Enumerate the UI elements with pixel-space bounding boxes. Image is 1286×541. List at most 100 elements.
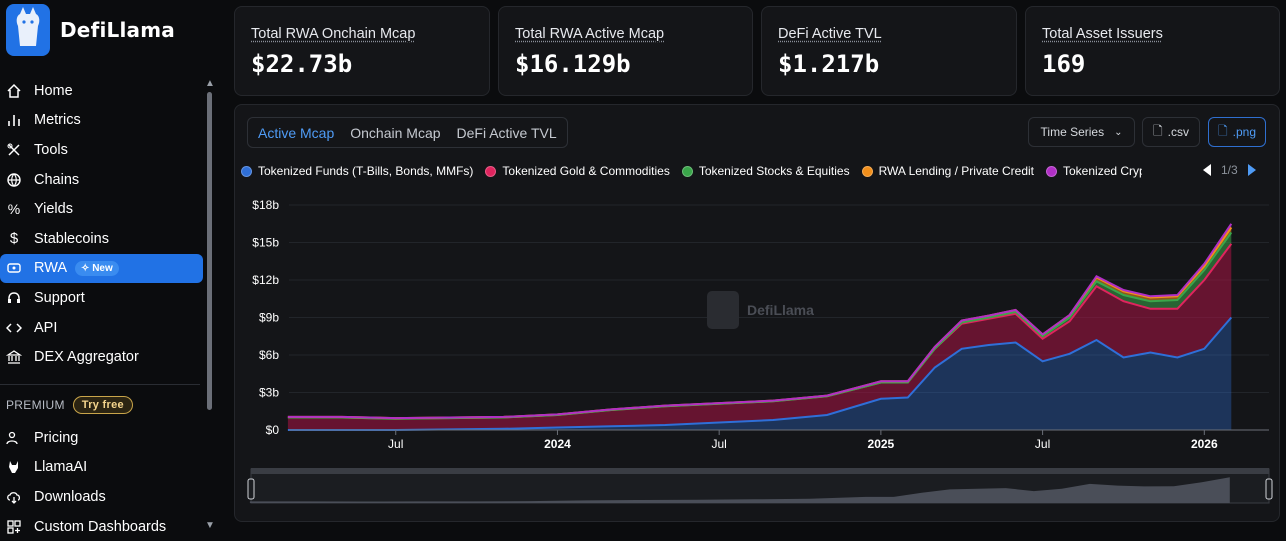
sidebar-item-label: Stablecoins — [34, 230, 109, 247]
users-icon — [6, 430, 22, 446]
x-tick-label: Jul — [711, 437, 726, 451]
sidebar-item-downloads[interactable]: Downloads — [0, 482, 203, 512]
series-line — [287, 243, 1233, 420]
legend-label: Tokenized Gold & Commodities — [502, 164, 670, 178]
sidebar-item-rwa[interactable]: RWA ✧ New — [0, 253, 203, 284]
sidebar-item-chains[interactable]: Chains — [0, 165, 203, 195]
x-tick-label: 2025 — [868, 437, 895, 451]
stat-card-asset-issuers: Total Asset Issuers 169 — [1025, 6, 1280, 96]
series-area — [287, 227, 1232, 419]
x-tick-label: 2026 — [1191, 437, 1218, 451]
new-badge-label: New — [92, 262, 113, 274]
series-area — [287, 243, 1232, 430]
try-free-button[interactable]: Try free — [72, 395, 133, 414]
sidebar-item-pricing[interactable]: Pricing — [0, 423, 203, 453]
sidebar-item-label: Home — [34, 82, 73, 99]
stat-card-active-mcap: Total RWA Active Mcap $16.129b — [498, 6, 753, 96]
sidebar-item-api[interactable]: API — [0, 313, 203, 343]
legend-item-crypto[interactable]: Tokenized Crypto — [1046, 164, 1142, 178]
home-icon — [6, 83, 22, 99]
watermark-logo-icon — [707, 291, 739, 329]
divider — [0, 383, 200, 385]
series-line — [287, 316, 1233, 431]
code-icon — [6, 320, 22, 336]
legend-item-stocks[interactable]: Tokenized Stocks & Equities — [681, 164, 850, 178]
stat-label[interactable]: Total RWA Active Mcap — [515, 26, 665, 42]
stat-label[interactable]: Total RWA Onchain Mcap — [251, 26, 416, 42]
y-tick-label: $12b — [252, 273, 279, 287]
dashboard-icon — [6, 519, 22, 535]
chart-panel: Active Mcap Onchain Mcap DeFi Active TVL… — [234, 104, 1280, 522]
png-download-button[interactable]: 🗋 .png — [1208, 117, 1266, 147]
tab-onchain-mcap[interactable]: Onchain Mcap — [350, 124, 441, 141]
png-button-label: .png — [1232, 125, 1256, 139]
watermark: DefiLlama — [707, 291, 814, 329]
zoom-slider[interactable] — [247, 468, 1273, 504]
chart-tabs: Active Mcap Onchain Mcap DeFi Active TVL — [247, 117, 568, 148]
legend-prev-icon[interactable] — [1203, 164, 1211, 176]
zoom-handle-right[interactable] — [1265, 478, 1273, 500]
watermark-text: DefiLlama — [747, 302, 814, 318]
legend-dot — [681, 165, 693, 177]
tab-defi-active-tvl[interactable]: DeFi Active TVL — [456, 124, 557, 141]
headset-icon — [6, 290, 22, 306]
y-tick-label: $15b — [252, 236, 279, 250]
stat-label[interactable]: DeFi Active TVL — [778, 26, 882, 42]
legend-label: RWA Lending / Private Credit — [878, 164, 1034, 178]
sidebar-item-support[interactable]: Support — [0, 283, 203, 313]
time-series-select[interactable]: Time Series ⌄ — [1028, 117, 1135, 147]
legend-next-icon[interactable] — [1247, 164, 1256, 176]
logo[interactable]: DefiLlama — [6, 4, 175, 56]
stat-value: $1.217b — [778, 50, 880, 78]
sidebar: DefiLlama ▲ ▼ Home Metrics Tools Chains … — [0, 0, 222, 535]
sidebar-scrollbar[interactable] — [207, 92, 212, 410]
x-tick-label: Jul — [1035, 437, 1050, 451]
series-line — [287, 231, 1233, 420]
zoom-handle-left[interactable] — [247, 478, 255, 500]
sidebar-item-label: LlamaAI — [34, 459, 88, 476]
legend-dot — [241, 165, 252, 177]
sidebar-item-llamaai[interactable]: LlamaAI — [0, 453, 203, 483]
zoom-drag-bar[interactable] — [251, 468, 1269, 474]
sidebar-item-dex-aggregator[interactable]: DEX Aggregator — [0, 342, 203, 372]
stat-label[interactable]: Total Asset Issuers — [1042, 26, 1163, 42]
chevron-down-icon: ⌄ — [1114, 126, 1123, 138]
sidebar-item-label: Chains — [34, 171, 80, 188]
tab-active-mcap[interactable]: Active Mcap — [258, 124, 335, 141]
tools-icon — [6, 142, 22, 158]
scroll-down-icon[interactable]: ▼ — [205, 520, 215, 531]
y-tick-label: $18b — [252, 198, 279, 212]
x-axis: Jul 2024 Jul 2025 Jul 2026 — [289, 429, 1269, 451]
series-area — [287, 317, 1232, 430]
sidebar-item-custom-dashboards[interactable]: Custom Dashboards — [0, 512, 203, 541]
stat-value: 169 — [1042, 50, 1086, 78]
premium-section-header: PREMIUM Try free — [0, 393, 208, 417]
y-grid — [289, 204, 1269, 431]
llama-icon — [6, 459, 22, 475]
cloud-download-icon — [6, 489, 22, 505]
y-tick-label: $0 — [266, 423, 280, 437]
csv-download-button[interactable]: 🗋 .csv — [1142, 117, 1200, 147]
legend-label: Tokenized Funds (T-Bills, Bonds, MMFs) — [258, 164, 474, 178]
sidebar-item-label: Metrics — [34, 112, 81, 129]
sidebar-nav: Home Metrics Tools Chains % Yields $ Sta… — [0, 76, 208, 541]
sidebar-item-home[interactable]: Home — [0, 76, 203, 106]
legend-item-gold[interactable]: Tokenized Gold & Commodities — [485, 164, 670, 178]
legend-label: Tokenized Crypto — [1063, 164, 1142, 178]
legend-pager: 1/3 — [1203, 163, 1256, 177]
chart-areas — [287, 223, 1233, 431]
image-file-icon: 🗋 — [1217, 123, 1228, 138]
x-tick-label: 2024 — [544, 437, 571, 451]
stat-value: $16.129b — [515, 50, 631, 78]
scroll-up-icon[interactable]: ▲ — [205, 78, 215, 89]
sidebar-item-yields[interactable]: % Yields — [0, 194, 203, 224]
sidebar-item-tools[interactable]: Tools — [0, 135, 203, 165]
sidebar-item-metrics[interactable]: Metrics — [0, 106, 203, 136]
globe-icon — [6, 172, 22, 188]
llama-logo-icon — [6, 4, 50, 56]
legend-dot — [861, 165, 873, 177]
zoom-preview-area — [249, 477, 1230, 503]
legend-item-funds[interactable]: Tokenized Funds (T-Bills, Bonds, MMFs) — [241, 164, 473, 178]
sidebar-item-stablecoins[interactable]: $ Stablecoins — [0, 224, 203, 254]
legend-item-lending[interactable]: RWA Lending / Private Credit — [861, 164, 1034, 178]
